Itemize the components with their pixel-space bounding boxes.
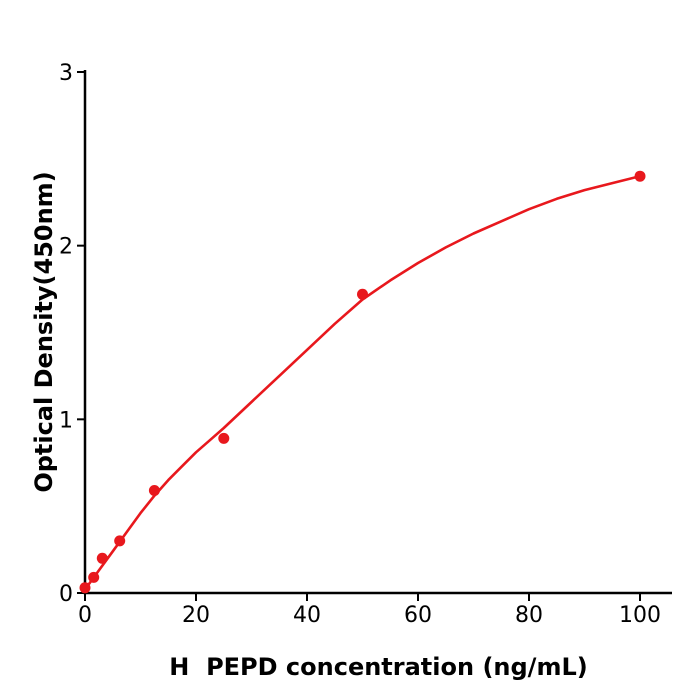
x-tick-label: 80 [515, 603, 543, 628]
y-tick-label: 2 [59, 235, 73, 260]
axis-ticks [77, 70, 641, 601]
x-tick-label: 40 [293, 603, 321, 628]
x-tick-label: 0 [78, 603, 92, 628]
data-point [357, 288, 368, 300]
data-point [88, 571, 100, 583]
y-tick-label: 3 [59, 61, 73, 86]
x-tick-label: 60 [404, 603, 432, 628]
tick-labels: 0 20 40 60 80 100 0 1 2 3 [59, 61, 661, 628]
y-tick-label: 0 [59, 582, 73, 607]
data-point [114, 535, 126, 547]
fit-curve-line [83, 174, 642, 591]
data-point [148, 485, 160, 496]
data-point [96, 552, 108, 564]
x-axis-label: H PEPD concentration (ng/mL) [169, 653, 588, 681]
data-point [634, 170, 646, 182]
y-tick-label: 1 [59, 408, 73, 433]
data-points [79, 170, 646, 594]
y-axis-label: Optical Density(450nm) [30, 171, 58, 493]
x-tick-label: 100 [619, 603, 661, 628]
axes [83, 70, 672, 595]
x-tick-label: 20 [182, 603, 210, 628]
data-point [79, 582, 91, 594]
data-point [218, 432, 230, 444]
